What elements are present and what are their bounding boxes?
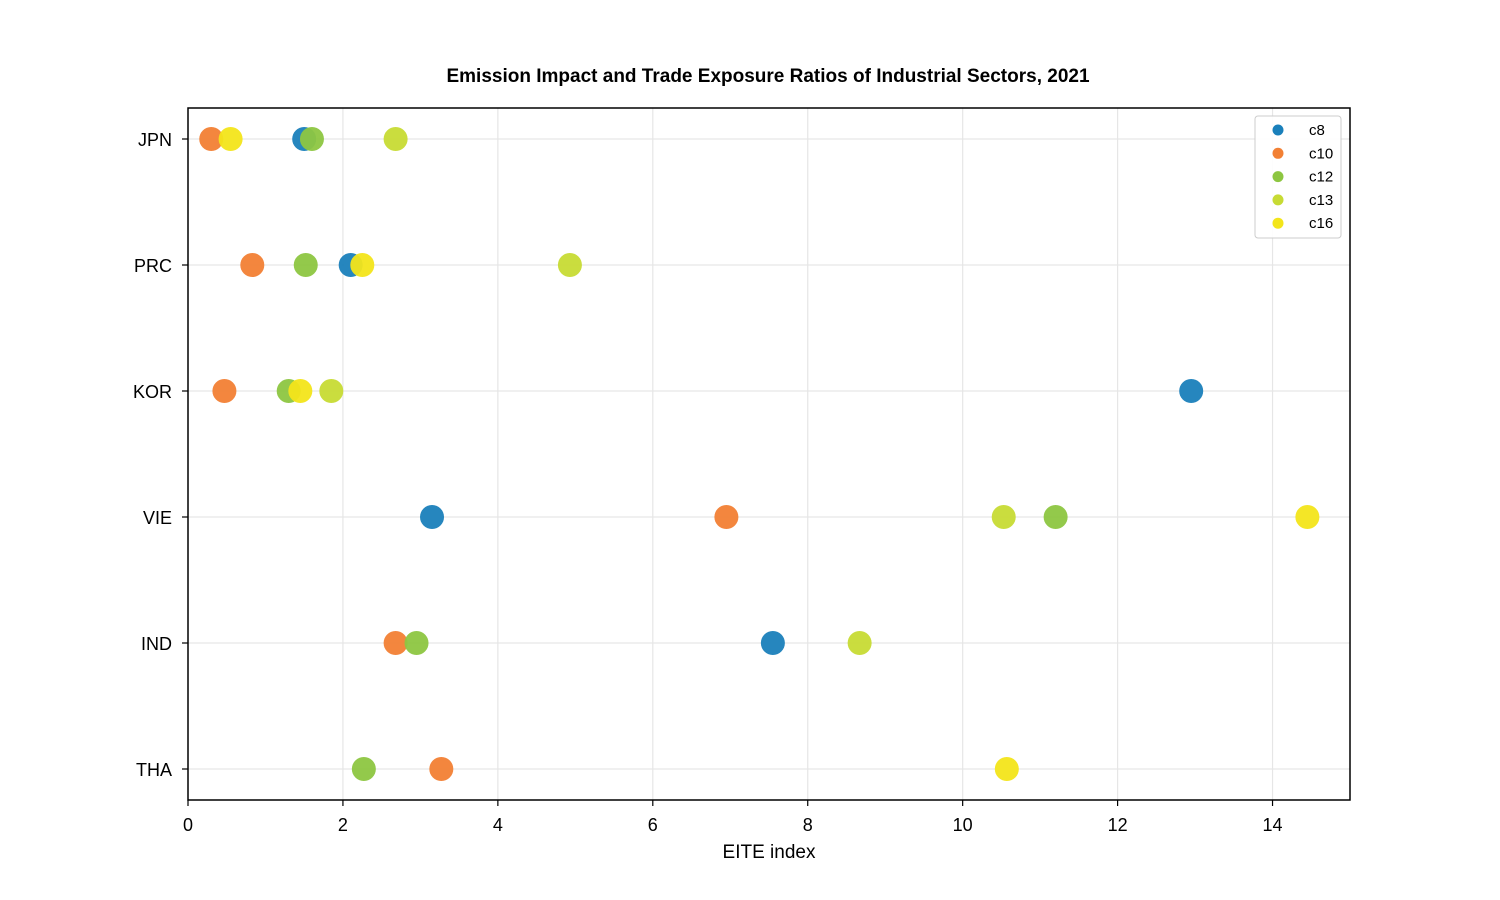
legend-marker-c12 — [1272, 171, 1284, 183]
grid-lines — [188, 108, 1350, 800]
x-tick-label: 0 — [183, 815, 193, 835]
legend-label-c10: c10 — [1309, 145, 1333, 162]
data-point-c12 — [404, 631, 429, 655]
data-points — [199, 127, 1320, 781]
data-point-c10 — [714, 505, 739, 529]
data-point-c13 — [319, 379, 344, 403]
plot-frame — [187, 107, 1351, 801]
data-point-c12 — [1043, 505, 1068, 529]
x-tick-label: 14 — [1263, 815, 1283, 835]
data-point-c8 — [420, 505, 445, 529]
data-point-c13 — [383, 127, 408, 151]
y-axis-ticks: JPN PRC KOR VIE IND THA — [133, 130, 188, 780]
data-point-c16 — [350, 253, 375, 277]
data-point-c10 — [429, 757, 454, 781]
data-point-c12 — [299, 127, 324, 151]
data-point-c13 — [991, 505, 1016, 529]
y-tick-label: JPN — [138, 130, 172, 150]
data-point-c16 — [994, 757, 1019, 781]
legend: c8 c10 c12 c13 c16 — [1254, 115, 1342, 239]
data-point-c16 — [218, 127, 243, 151]
x-axis-ticks: 0 2 4 6 8 10 12 14 — [183, 800, 1283, 835]
legend-label-c13: c13 — [1309, 192, 1333, 209]
x-tick-label: 10 — [953, 815, 973, 835]
data-point-c8 — [760, 631, 785, 655]
x-tick-label: 8 — [803, 815, 813, 835]
y-tick-label: THA — [136, 760, 172, 780]
data-point-c10 — [240, 253, 265, 277]
data-point-c10 — [212, 379, 237, 403]
chart-title: Emission Impact and Trade Exposure Ratio… — [446, 66, 1089, 87]
data-point-c10 — [383, 631, 408, 655]
legend-label-c8: c8 — [1309, 122, 1325, 139]
x-axis-label: EITE index — [723, 842, 816, 863]
x-tick-label: 2 — [338, 815, 348, 835]
data-point-c13 — [557, 253, 582, 277]
legend-label-c12: c12 — [1309, 169, 1333, 186]
data-point-c8 — [1179, 379, 1204, 403]
legend-marker-c16 — [1272, 217, 1284, 229]
data-point-c12 — [351, 757, 376, 781]
data-point-c16 — [1295, 505, 1320, 529]
legend-marker-c13 — [1272, 194, 1284, 206]
y-tick-label: IND — [141, 634, 172, 654]
legend-marker-c8 — [1272, 124, 1284, 136]
data-point-c10 — [199, 127, 224, 151]
y-tick-label: KOR — [133, 382, 172, 402]
y-tick-label: VIE — [143, 508, 172, 528]
x-tick-label: 6 — [648, 815, 658, 835]
y-tick-label: PRC — [134, 256, 172, 276]
x-tick-label: 12 — [1108, 815, 1128, 835]
x-tick-label: 4 — [493, 815, 503, 835]
legend-label-c16: c16 — [1309, 215, 1333, 232]
data-point-c16 — [288, 379, 313, 403]
data-point-c12 — [293, 253, 318, 277]
legend-marker-c10 — [1272, 147, 1284, 159]
data-point-c13 — [847, 631, 872, 655]
legend-box — [1254, 115, 1342, 239]
